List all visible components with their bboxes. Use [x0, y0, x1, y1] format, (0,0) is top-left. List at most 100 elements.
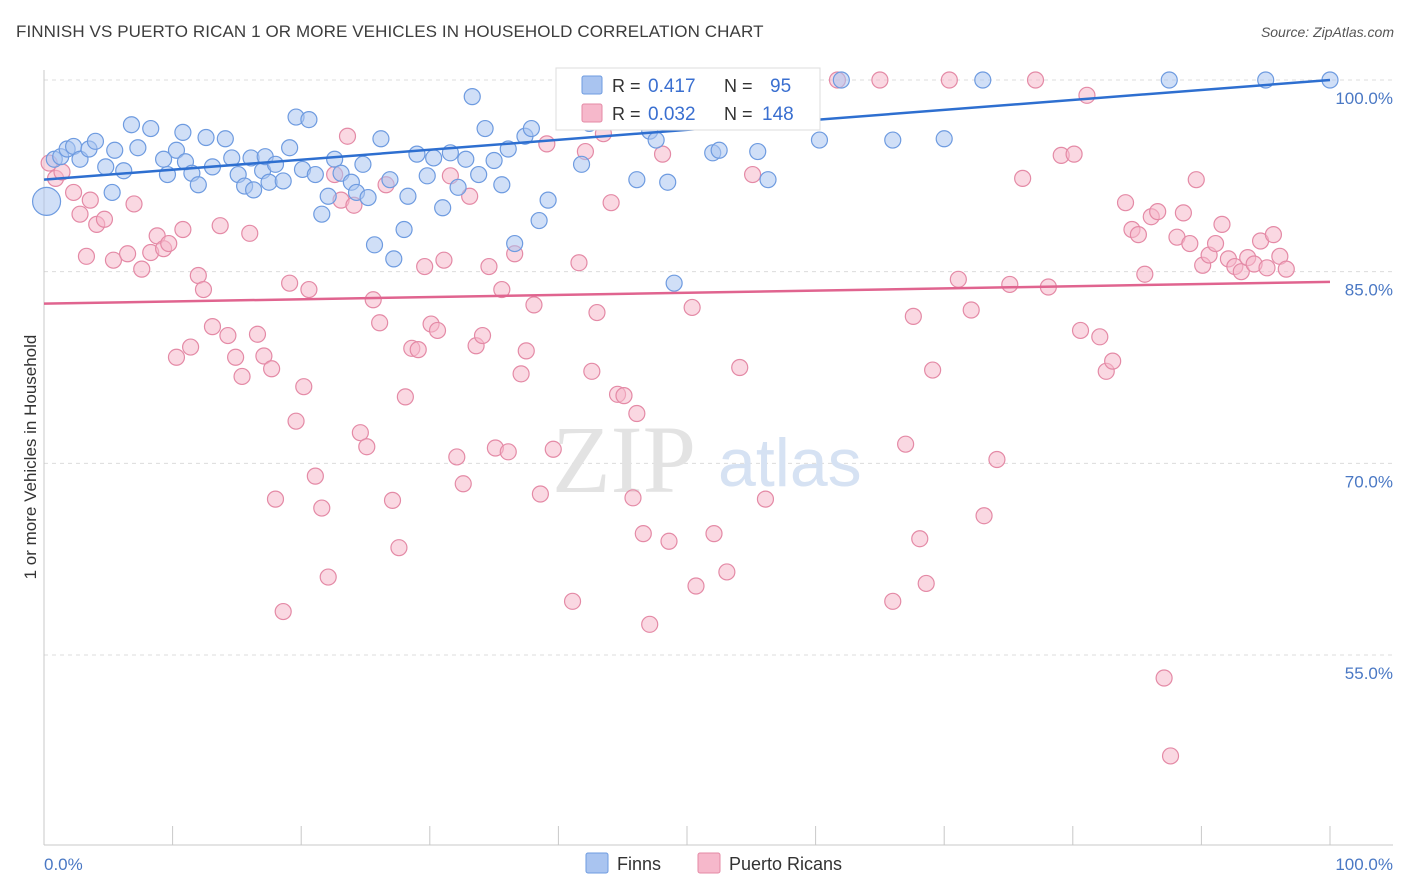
puerto-rican-point: [371, 314, 389, 332]
puerto-rican-point: [687, 577, 705, 595]
puerto-rican-point: [313, 499, 331, 517]
puerto-rican-point: [660, 532, 678, 550]
puerto-rican-point: [975, 507, 993, 525]
finns-point: [167, 141, 186, 159]
finns-point: [142, 119, 160, 138]
puerto-rican-point: [461, 187, 479, 205]
puerto-rican-point: [1213, 215, 1231, 233]
puerto-rican-point: [683, 298, 701, 317]
puerto-rican-point: [1136, 265, 1154, 283]
legend-finns-swatch: [581, 75, 603, 95]
y-tick-labels: 55.0% 70.0% 85.0% 100.0%: [1335, 89, 1393, 683]
puerto-rican-point: [544, 440, 562, 458]
puerto-rican-point: [1277, 260, 1295, 278]
puerto-rican-point: [351, 424, 369, 442]
finns-point: [665, 274, 683, 292]
puerto-rican-point: [897, 435, 915, 453]
finns-point: [522, 119, 540, 138]
finns-point: [659, 173, 677, 191]
finns-point: [425, 149, 443, 167]
puerto-rican-point: [81, 191, 99, 209]
finns-point: [572, 155, 591, 173]
finns-point: [884, 131, 902, 149]
series-legend: Finns Puerto Ricans: [585, 852, 842, 874]
finns-point: [530, 211, 548, 230]
puerto-rican-point: [174, 220, 192, 239]
finns-point: [385, 250, 403, 268]
finns-point: [832, 71, 850, 89]
finns-point: [281, 139, 299, 157]
puerto-rican-point: [300, 280, 318, 299]
finns-point: [129, 139, 147, 157]
puerto-rican-point: [1187, 171, 1205, 189]
legend-finns-r-value: 0.417: [648, 76, 696, 97]
finns-point: [359, 188, 377, 207]
puerto-rican-point: [653, 145, 672, 163]
puerto-rican-point: [435, 251, 453, 269]
finns-point: [103, 183, 121, 202]
puerto-rican-point: [118, 245, 137, 263]
puerto-rican-point: [167, 348, 186, 366]
puerto-rican-point: [255, 347, 273, 365]
puerto-rican-point: [266, 490, 285, 508]
finns-point: [97, 158, 115, 176]
puerto-rican-point: [1116, 194, 1135, 212]
puerto-rican-point: [743, 165, 762, 184]
puerto-rican-point: [570, 254, 588, 272]
puerto-rican-point: [160, 234, 178, 253]
puerto-rican-point: [227, 348, 245, 366]
y-tick-label: 100.0%: [1335, 89, 1393, 108]
finns-point: [189, 176, 207, 194]
puerto-rican-point: [1104, 352, 1122, 370]
finns-point: [395, 220, 413, 239]
puerto-rican-point: [1071, 321, 1090, 340]
bottom-legend-puerto-swatch: [697, 852, 721, 874]
finns-point: [266, 155, 285, 173]
finns-point: [749, 142, 767, 161]
puerto-rican-point: [133, 260, 151, 278]
y-axis-label: 1 or more Vehicles in Household: [21, 335, 40, 580]
y-tick-label: 55.0%: [1345, 664, 1393, 683]
puerto-rican-point: [624, 489, 642, 507]
puerto-rican-point: [295, 378, 313, 396]
finns-point: [313, 205, 331, 223]
finns-point: [539, 191, 557, 209]
puerto-rican-point: [1129, 226, 1147, 244]
puerto-rican-point: [1149, 203, 1167, 221]
puerto-rican-point: [287, 412, 305, 430]
puerto-rican-point: [499, 443, 517, 461]
puerto-rican-point: [396, 388, 414, 406]
y-tick-label: 70.0%: [1345, 472, 1393, 491]
puerto-rican-point: [628, 404, 646, 423]
puerto-rican-point: [319, 568, 337, 586]
finns-point: [935, 130, 953, 148]
legend-puerto-r-value: 0.032: [648, 104, 696, 125]
finns-point: [399, 187, 417, 205]
gridlines: [44, 79, 1393, 656]
finns-point: [506, 234, 524, 253]
puerto-rican-point: [1078, 86, 1096, 104]
finns-point: [326, 150, 344, 168]
finns-point: [260, 173, 278, 191]
puerto-rican-point: [1232, 263, 1250, 281]
puerto-rican-point: [416, 257, 434, 276]
finns-point: [974, 71, 992, 89]
puerto-rican-point: [281, 274, 299, 292]
puerto-rican-point: [1181, 234, 1199, 253]
puerto-rican-point: [940, 71, 958, 89]
puerto-rican-point: [104, 251, 123, 269]
puerto-rican-point: [473, 326, 492, 345]
puerto-rican-point: [1206, 234, 1225, 253]
finns-point: [216, 130, 234, 148]
finns-point: [408, 145, 426, 163]
puerto-rican-points: [40, 71, 1295, 765]
puerto-rican-point: [263, 360, 281, 378]
puerto-rican-point: [241, 224, 259, 242]
legend-puerto-r-label: R =: [612, 104, 641, 124]
y-tick-label: 85.0%: [1345, 281, 1393, 300]
finns-point: [457, 150, 475, 168]
puerto-rican-point: [641, 615, 659, 633]
finns-point: [759, 171, 777, 189]
watermark-zip: ZIP: [552, 406, 696, 513]
puerto-rican-point: [949, 270, 967, 288]
